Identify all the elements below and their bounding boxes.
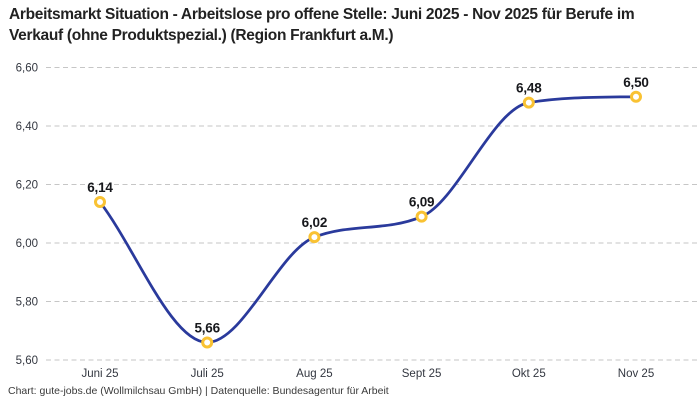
y-tick-label: 5,60 bbox=[16, 355, 38, 367]
chart-attribution: Chart: gute-jobs.de (Wollmilchsau GmbH) … bbox=[8, 385, 389, 397]
data-point-label: 6,09 bbox=[409, 195, 434, 210]
x-tick-label: Nov 25 bbox=[618, 368, 654, 380]
data-points: 6,14 5,66 6,02 6,09 6,48 6,50 bbox=[87, 75, 649, 349]
y-tick-label: 6,60 bbox=[16, 63, 38, 75]
y-tick-label: 6,40 bbox=[16, 121, 38, 133]
data-point-label: 6,02 bbox=[302, 215, 327, 230]
data-point-marker bbox=[201, 336, 214, 349]
data-point-marker bbox=[630, 90, 642, 103]
chart-title: Arbeitsmarkt Situation - Arbeitslose pro… bbox=[9, 6, 635, 44]
x-tick-label: Juli 25 bbox=[191, 368, 224, 380]
x-axis-labels: Juni 25 Juli 25 Aug 25 Sept 25 Okt 25 Nov 25 bbox=[81, 368, 654, 380]
data-point-marker bbox=[308, 231, 321, 244]
data-point-marker bbox=[522, 96, 535, 109]
series-line bbox=[98, 95, 638, 344]
data-point-label: 6,48 bbox=[516, 81, 542, 96]
gridlines: 5,60 5,80 6,00 6,20 6,40 6,60 bbox=[16, 63, 697, 367]
data-point-marker bbox=[415, 210, 428, 223]
data-point-label: 5,66 bbox=[194, 320, 220, 335]
y-tick-label: 6,00 bbox=[16, 238, 38, 250]
x-tick-label: Sept 25 bbox=[402, 368, 442, 380]
data-point-label: 6,14 bbox=[87, 180, 113, 195]
x-tick-label: Juni 25 bbox=[81, 368, 118, 380]
y-tick-label: 5,80 bbox=[16, 297, 38, 309]
data-point-label: 6,50 bbox=[623, 75, 648, 90]
y-tick-label: 6,20 bbox=[16, 180, 38, 192]
data-point-marker bbox=[94, 196, 106, 209]
x-tick-label: Aug 25 bbox=[296, 368, 332, 380]
x-tick-label: Okt 25 bbox=[512, 368, 546, 380]
